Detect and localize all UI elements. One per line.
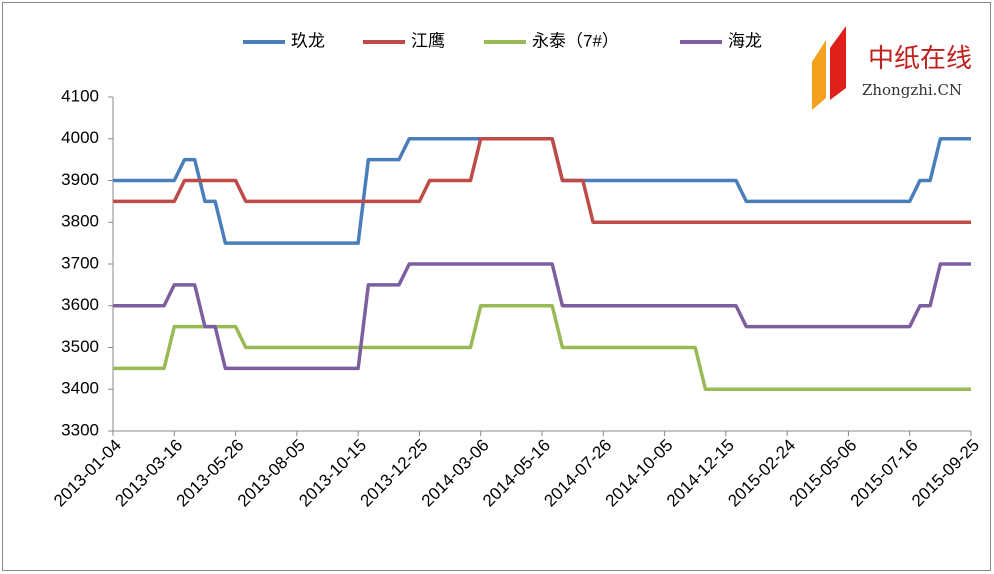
legend-label: 永泰（7#） xyxy=(532,31,619,50)
logo: 中纸在线 Zhongzhi.CN xyxy=(812,26,972,110)
logo-subtitle: Zhongzhi.CN xyxy=(862,81,962,99)
series-line xyxy=(113,262,971,371)
y-tick-label: 4000 xyxy=(61,128,99,147)
legend-label: 江鹰 xyxy=(411,31,445,50)
y-tick-label: 3400 xyxy=(61,379,99,398)
y-tick-label: 3500 xyxy=(61,337,99,356)
series-line xyxy=(113,304,971,391)
y-tick-label: 3600 xyxy=(61,295,99,314)
logo-mark xyxy=(830,26,846,100)
y-tick-label: 3800 xyxy=(61,212,99,231)
logo-mark xyxy=(812,40,826,110)
logo-title: 中纸在线 xyxy=(868,44,972,74)
legend-label: 海龙 xyxy=(728,31,762,50)
y-tick-label: 4100 xyxy=(61,86,99,105)
y-tick-label: 3900 xyxy=(61,170,99,189)
series-line xyxy=(113,137,971,224)
legend-label: 玖龙 xyxy=(291,31,325,50)
y-tick-label: 3700 xyxy=(61,253,99,272)
y-tick-label: 3300 xyxy=(61,420,99,439)
